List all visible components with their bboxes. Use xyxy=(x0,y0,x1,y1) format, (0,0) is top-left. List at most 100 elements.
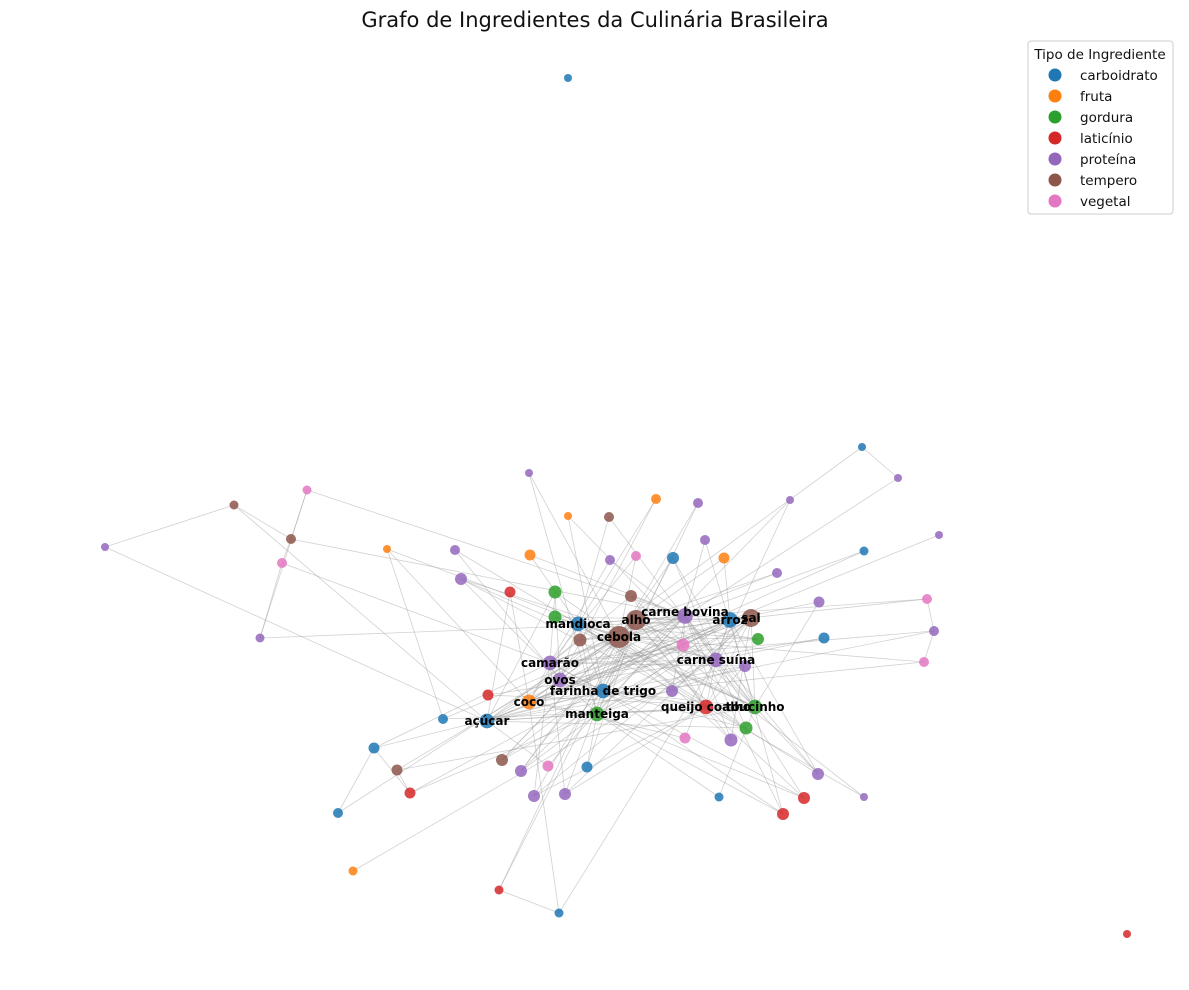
node-17 xyxy=(858,443,866,451)
edge-226 xyxy=(923,630,935,663)
edge-104 xyxy=(281,562,551,664)
edge-7 xyxy=(528,636,620,703)
edge-108 xyxy=(460,578,717,661)
legend-entries: carboidrato fruta gordura laticínio proteína… xyxy=(1048,68,1158,210)
edge-124 xyxy=(684,598,928,617)
legend-marker-2 xyxy=(1048,89,1062,103)
node-25 xyxy=(700,535,710,545)
node-label-queijo-coalho: queijo coalho xyxy=(661,700,751,714)
node-70 xyxy=(528,790,540,802)
legend-label-3: gordura xyxy=(1080,110,1133,126)
node-label-camarão: camarão xyxy=(521,656,579,670)
edge-35 xyxy=(559,619,731,681)
node-53 xyxy=(929,626,939,636)
node-77 xyxy=(348,866,358,876)
node-65 xyxy=(542,760,554,772)
edge-48 xyxy=(549,662,604,692)
node-alho xyxy=(625,609,647,631)
node-farinha-de-trigo xyxy=(595,683,611,699)
edge-176 xyxy=(520,690,604,772)
edge-116 xyxy=(554,591,620,638)
edge-112 xyxy=(486,591,511,722)
edge-78 xyxy=(577,516,610,625)
edge-75 xyxy=(567,515,756,708)
node-label-coco: coco xyxy=(514,695,545,709)
edge-101 xyxy=(723,557,731,621)
edge-174 xyxy=(501,617,752,761)
edge-183 xyxy=(586,713,598,768)
edge-55 xyxy=(559,679,707,708)
node-label-carne-suína: carne suína xyxy=(677,653,755,667)
edge-67 xyxy=(528,472,620,638)
node-camarão xyxy=(542,655,558,671)
node-52 xyxy=(818,632,830,644)
edge-123 xyxy=(729,598,928,621)
edge-2 xyxy=(618,615,686,638)
node-69 xyxy=(404,787,416,799)
edge-83 xyxy=(306,489,686,617)
edge-118 xyxy=(630,595,686,617)
edge-213 xyxy=(352,659,717,872)
node-19 xyxy=(525,469,533,477)
node-24 xyxy=(604,512,614,522)
edge-24 xyxy=(596,617,752,715)
legend-label-4: laticínio xyxy=(1080,131,1133,147)
node-33 xyxy=(524,549,536,561)
edge-188 xyxy=(684,615,819,775)
edge-29 xyxy=(684,615,717,661)
edge-196 xyxy=(549,662,566,795)
edge-135 xyxy=(486,644,684,722)
edge-93 xyxy=(609,559,686,617)
edge-204 xyxy=(715,659,805,799)
node-76 xyxy=(777,808,789,820)
edge-227 xyxy=(498,889,560,914)
edge-138 xyxy=(618,636,759,640)
node-30 xyxy=(286,534,296,544)
node-55 xyxy=(739,660,751,672)
edge-105 xyxy=(635,572,778,621)
node-coco xyxy=(521,694,537,710)
edge-180 xyxy=(486,720,549,767)
edge-32 xyxy=(596,615,686,715)
edge-201 xyxy=(718,706,756,798)
node-label-açúcar: açúcar xyxy=(465,714,510,728)
edge-102 xyxy=(528,550,865,703)
legend-label-6: tempero xyxy=(1080,173,1137,189)
edge-205 xyxy=(596,713,805,799)
node-45 xyxy=(813,596,825,608)
edge-22 xyxy=(528,617,752,703)
edge-58 xyxy=(602,690,707,708)
edge-128 xyxy=(554,616,620,638)
edge-193 xyxy=(533,617,752,797)
edge-225 xyxy=(926,598,935,632)
edge-37 xyxy=(528,619,731,703)
edge-181 xyxy=(547,615,686,767)
edge-218 xyxy=(104,504,235,548)
node-label-manteiga: manteiga xyxy=(565,707,629,721)
edge-198 xyxy=(564,706,707,795)
edge-129 xyxy=(259,619,731,639)
node-60 xyxy=(724,733,738,747)
node-sal xyxy=(742,609,760,627)
node-43 xyxy=(548,585,562,599)
edge-162 xyxy=(602,690,747,729)
legend-marker-4 xyxy=(1048,131,1062,145)
edge-168 xyxy=(528,701,686,739)
edge-109 xyxy=(460,578,598,715)
edge-150 xyxy=(705,665,746,708)
node-37 xyxy=(718,552,730,564)
node-label-carne-bovina: carne bovina xyxy=(641,605,728,619)
legend-marker-7 xyxy=(1048,194,1062,208)
node-23 xyxy=(564,512,572,520)
edge-184 xyxy=(396,636,620,771)
edge-156 xyxy=(487,659,717,696)
node-29 xyxy=(101,543,109,551)
edge-106 xyxy=(549,572,778,664)
edge-6 xyxy=(618,636,717,661)
edge-66 xyxy=(684,477,899,617)
legend-marker-1 xyxy=(1048,68,1062,82)
edge-197 xyxy=(564,617,752,795)
legend-label-5: proteína xyxy=(1080,152,1136,168)
node-80 xyxy=(1123,930,1131,938)
